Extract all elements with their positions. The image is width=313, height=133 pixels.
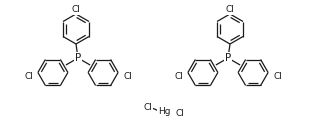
Text: Cl: Cl xyxy=(123,72,132,81)
Text: Cl: Cl xyxy=(174,72,183,81)
Text: Cl: Cl xyxy=(72,5,80,14)
Text: Cl: Cl xyxy=(144,103,152,113)
Text: Cl: Cl xyxy=(24,72,33,81)
Text: P: P xyxy=(75,53,81,63)
Text: Hg: Hg xyxy=(158,107,170,115)
Text: Cl: Cl xyxy=(176,109,184,117)
Text: P: P xyxy=(225,53,231,63)
Text: Cl: Cl xyxy=(273,72,282,81)
Text: Cl: Cl xyxy=(226,5,234,14)
